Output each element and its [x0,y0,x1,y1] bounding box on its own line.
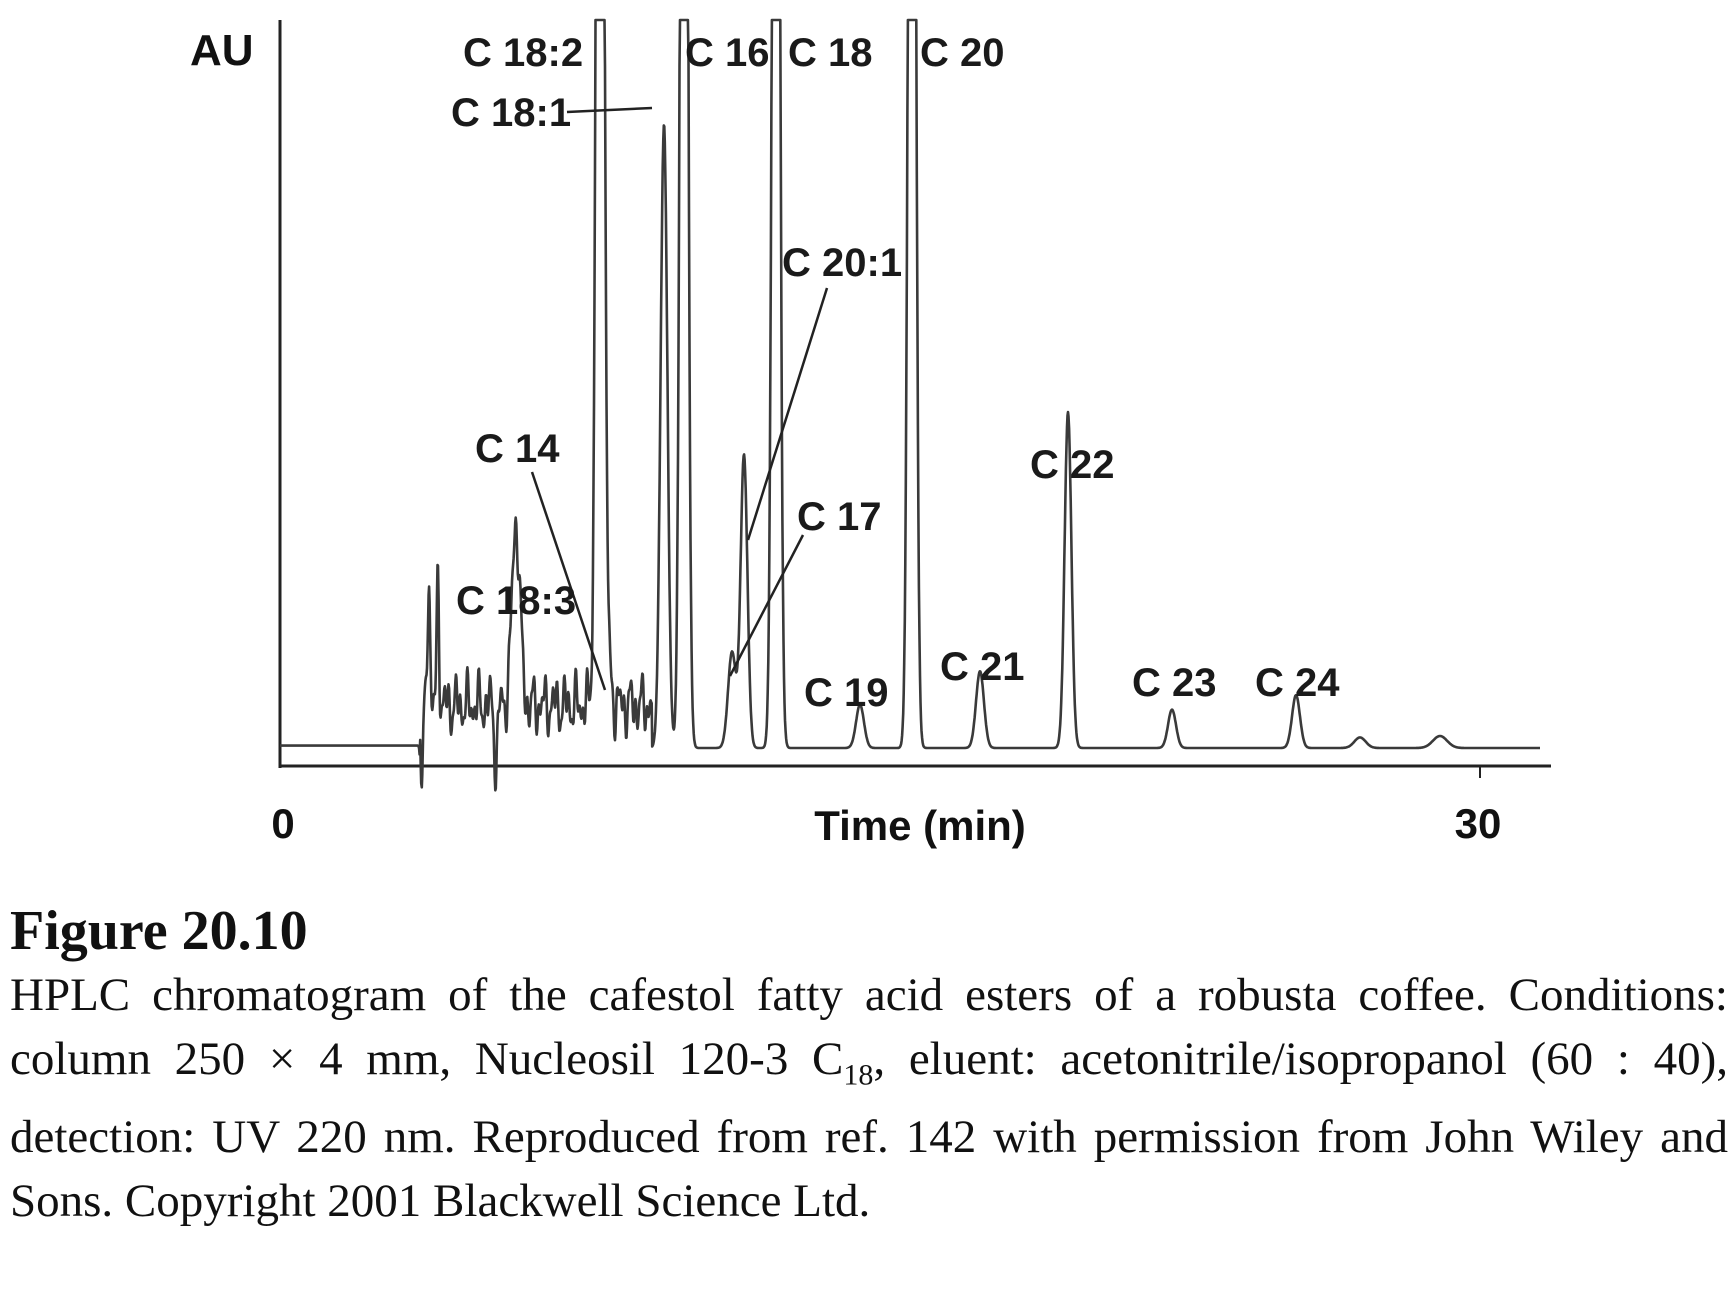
leader-c14 [530,471,607,691]
peak-label-c24: C 24 [1255,661,1340,705]
peak-label-c23: C 23 [1132,661,1217,705]
peak-label-c20: C 20 [920,31,1005,75]
x-tick-label-30: 30 [1455,800,1502,847]
figure-title: Figure 20.10 [10,900,308,962]
caption-subscript: 18 [843,1057,874,1091]
peak-label-c16: C 16 [685,31,770,75]
leader-c17 [728,534,805,677]
leader-c18-1 [566,106,653,114]
chromatogram-trace [279,18,1541,792]
caption-text-part-2: , eluent: acetonitrile/isopropanol (60 :… [10,1032,1728,1227]
peak-label-c18: C 18 [788,31,873,75]
figure-caption: Figure 20.10 HPLC chromatogram of the ca… [10,898,1728,1233]
y-axis-label: AU [190,26,254,75]
peak-label-c19: C 19 [804,671,889,715]
peak-label-c17: C 17 [797,495,882,539]
caption-text-part-1: HPLC chromatogram of the cafestol fatty … [10,969,1728,1085]
peak-label-c14: C 14 [475,427,560,471]
peak-label-c18-2: C 18:2 [463,31,583,75]
peak-label-c20-1: C 20:1 [782,241,902,285]
peak-label-c18-1: C 18:1 [451,91,571,135]
chart-svg: AU Time (min) 0 30 C 18:2 C 18:1 C 16 C … [190,18,1551,849]
chromatogram-chart: AU Time (min) 0 30 C 18:2 C 18:1 C 16 C … [190,18,1551,849]
peak-label-c22: C 22 [1030,443,1115,487]
x-tick-label-0: 0 [271,800,294,847]
figure-caption-text: HPLC chromatogram of the cafestol fatty … [10,964,1728,1233]
peak-label-c21: C 21 [940,645,1025,689]
peak-label-c18-3: C 18:3 [456,579,576,623]
x-axis-label: Time (min) [814,802,1026,849]
leader-c20-1 [746,287,829,541]
